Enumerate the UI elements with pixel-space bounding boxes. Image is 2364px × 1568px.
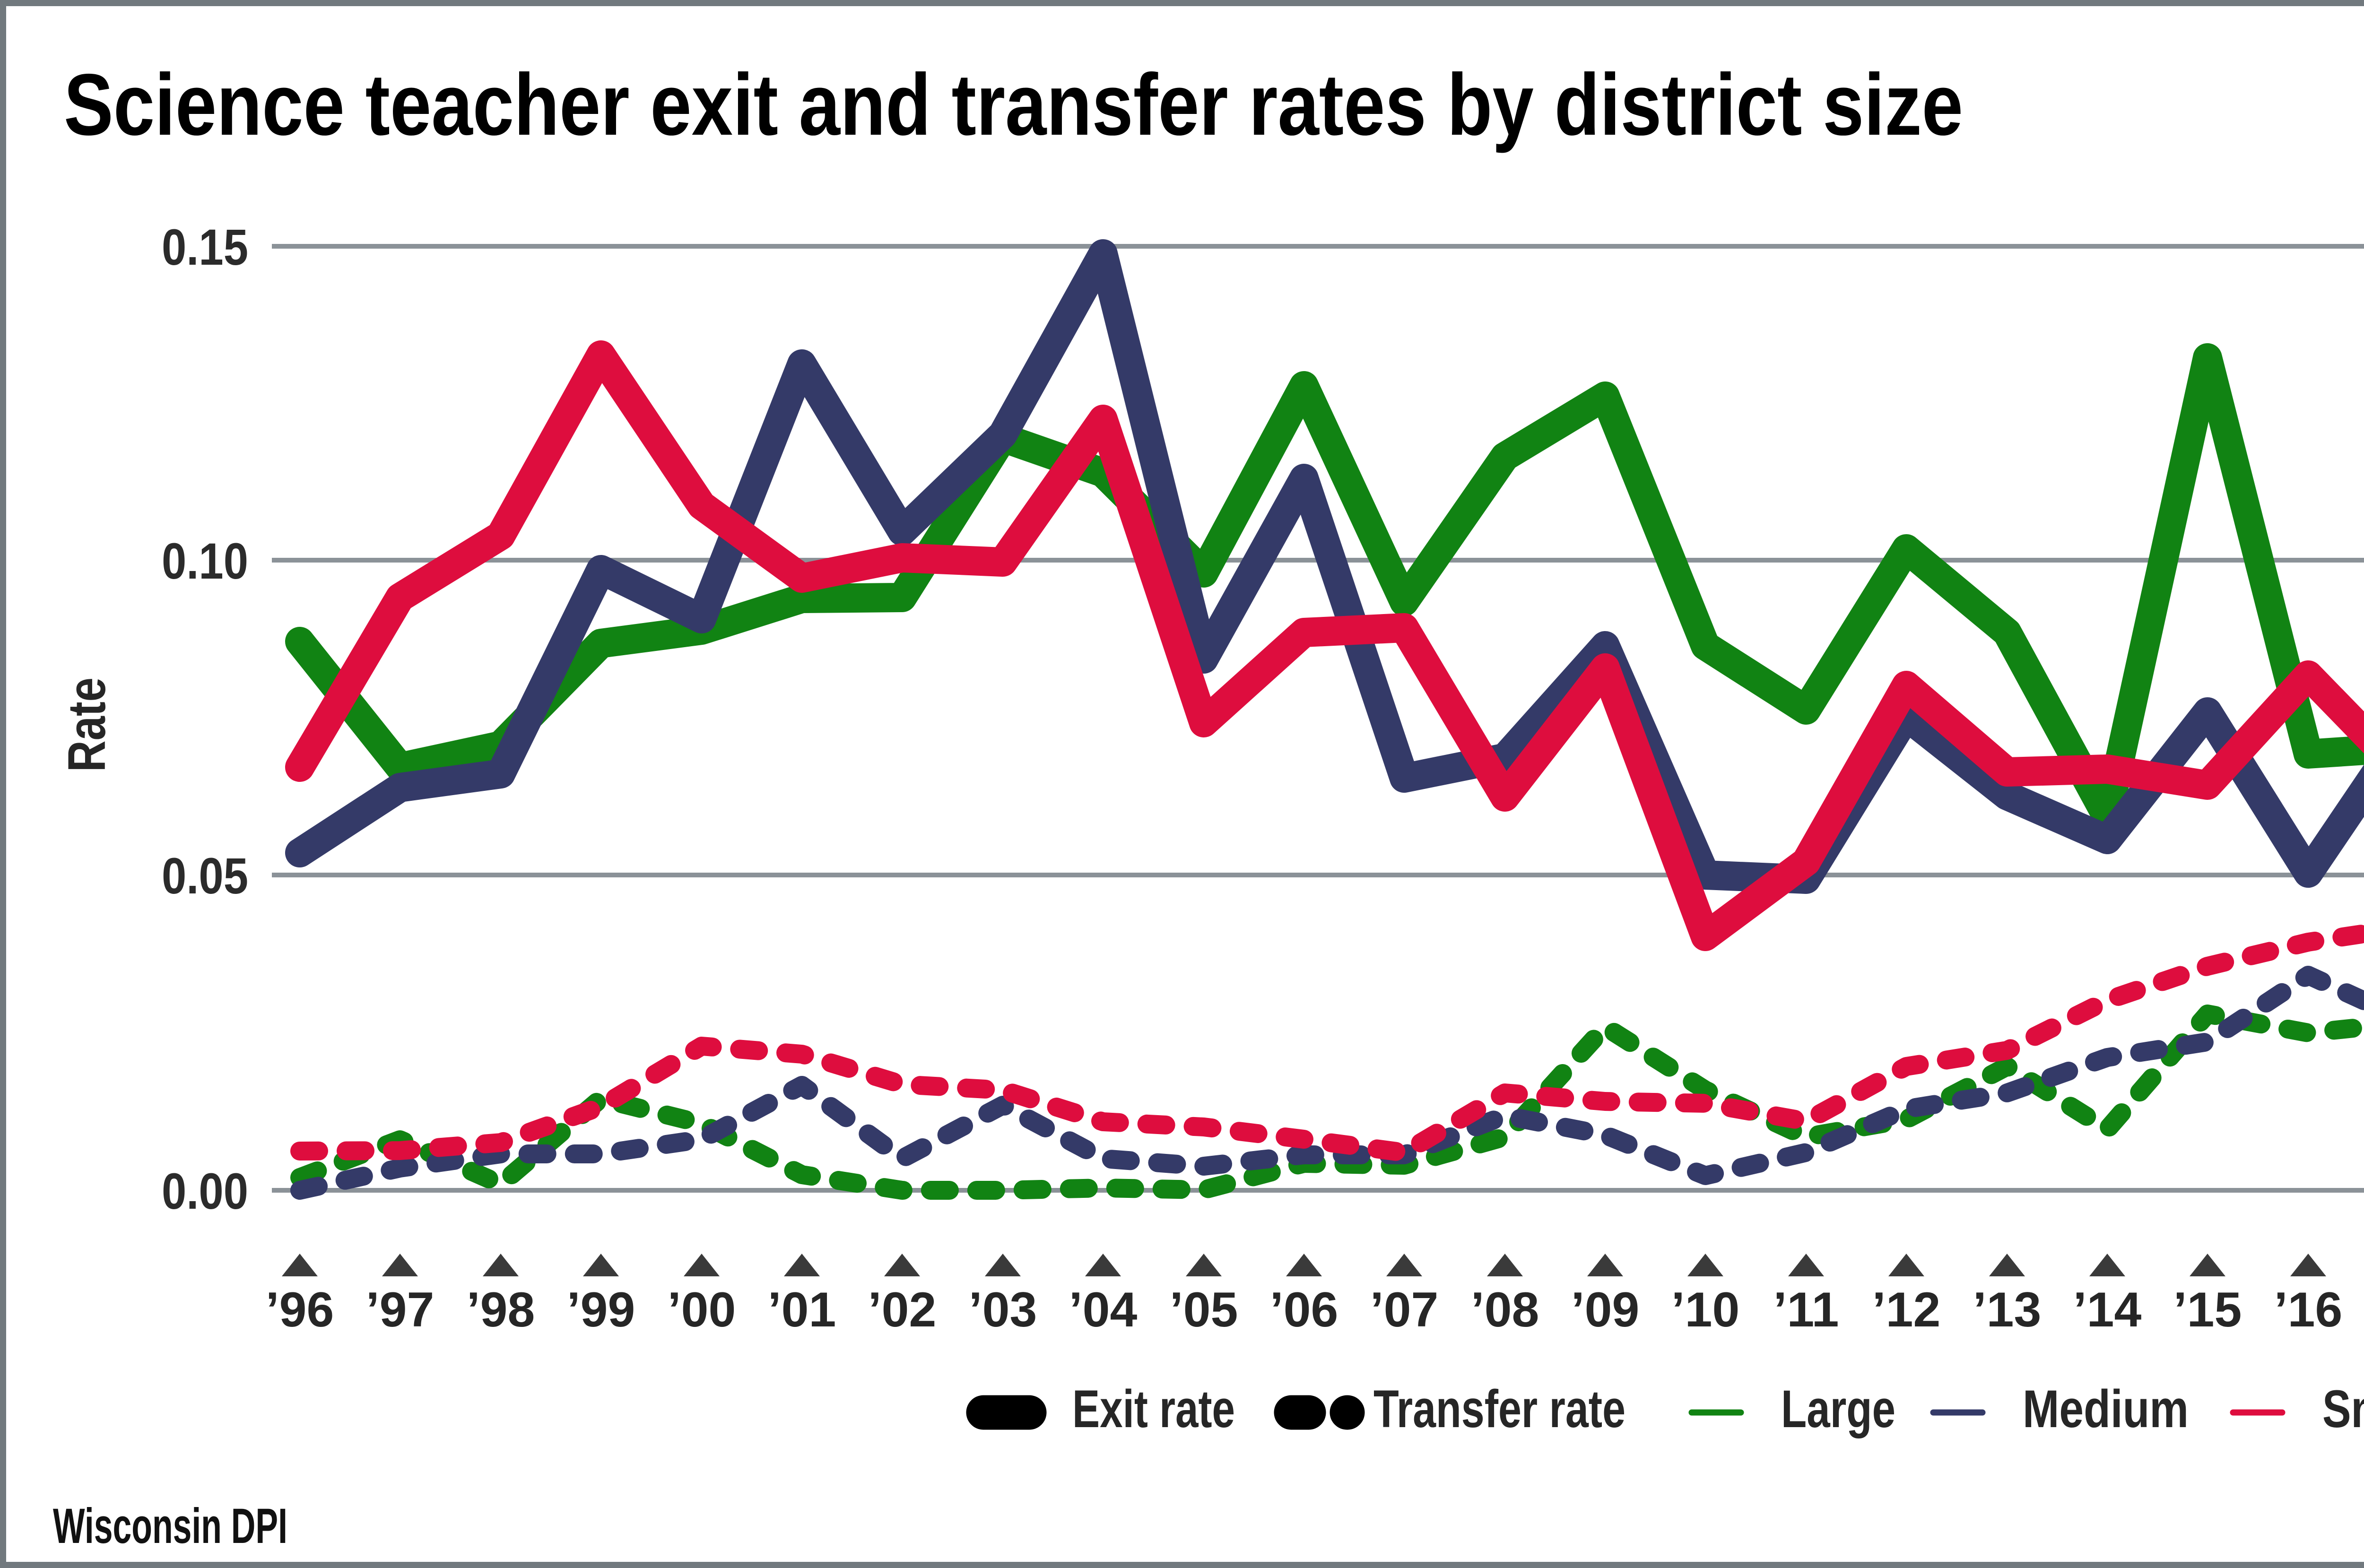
svg-text:’15: ’15 <box>2173 1282 2242 1337</box>
svg-text:’02: ’02 <box>868 1282 937 1337</box>
svg-text:0.05: 0.05 <box>162 847 248 904</box>
svg-text:’12: ’12 <box>1872 1282 1941 1337</box>
svg-text:Small: Small <box>2322 1379 2364 1438</box>
svg-text:’96: ’96 <box>266 1282 334 1337</box>
svg-text:’98: ’98 <box>467 1282 535 1337</box>
svg-text:0.10: 0.10 <box>162 532 248 589</box>
svg-text:’03: ’03 <box>969 1282 1037 1337</box>
svg-text:Science teacher exit and trans: Science teacher exit and transfer rates … <box>64 56 1963 154</box>
svg-text:’99: ’99 <box>567 1282 635 1337</box>
svg-text:Exit rate: Exit rate <box>1072 1379 1235 1438</box>
svg-text:’01: ’01 <box>768 1282 836 1337</box>
svg-text:Wisconsin DPI: Wisconsin DPI <box>53 1499 287 1554</box>
svg-text:0.00: 0.00 <box>162 1162 248 1220</box>
svg-text:’13: ’13 <box>1973 1282 2042 1337</box>
svg-text:0.15: 0.15 <box>162 218 248 276</box>
svg-text:Transfer rate: Transfer rate <box>1373 1379 1625 1438</box>
svg-text:’08: ’08 <box>1471 1282 1539 1337</box>
svg-text:’09: ’09 <box>1571 1282 1640 1337</box>
svg-text:’10: ’10 <box>1671 1282 1740 1337</box>
svg-text:Medium: Medium <box>2023 1379 2189 1438</box>
svg-text:Rate: Rate <box>57 677 116 772</box>
svg-text:’14: ’14 <box>2073 1282 2142 1337</box>
svg-text:’97: ’97 <box>366 1282 435 1337</box>
svg-text:’04: ’04 <box>1069 1282 1138 1337</box>
svg-text:’06: ’06 <box>1270 1282 1338 1337</box>
svg-text:’07: ’07 <box>1370 1282 1439 1337</box>
svg-text:’16: ’16 <box>2274 1282 2343 1337</box>
svg-text:’11: ’11 <box>1773 1282 1839 1337</box>
svg-text:’00: ’00 <box>668 1282 736 1337</box>
svg-text:’05: ’05 <box>1170 1282 1238 1337</box>
svg-text:Large: Large <box>1781 1379 1895 1438</box>
